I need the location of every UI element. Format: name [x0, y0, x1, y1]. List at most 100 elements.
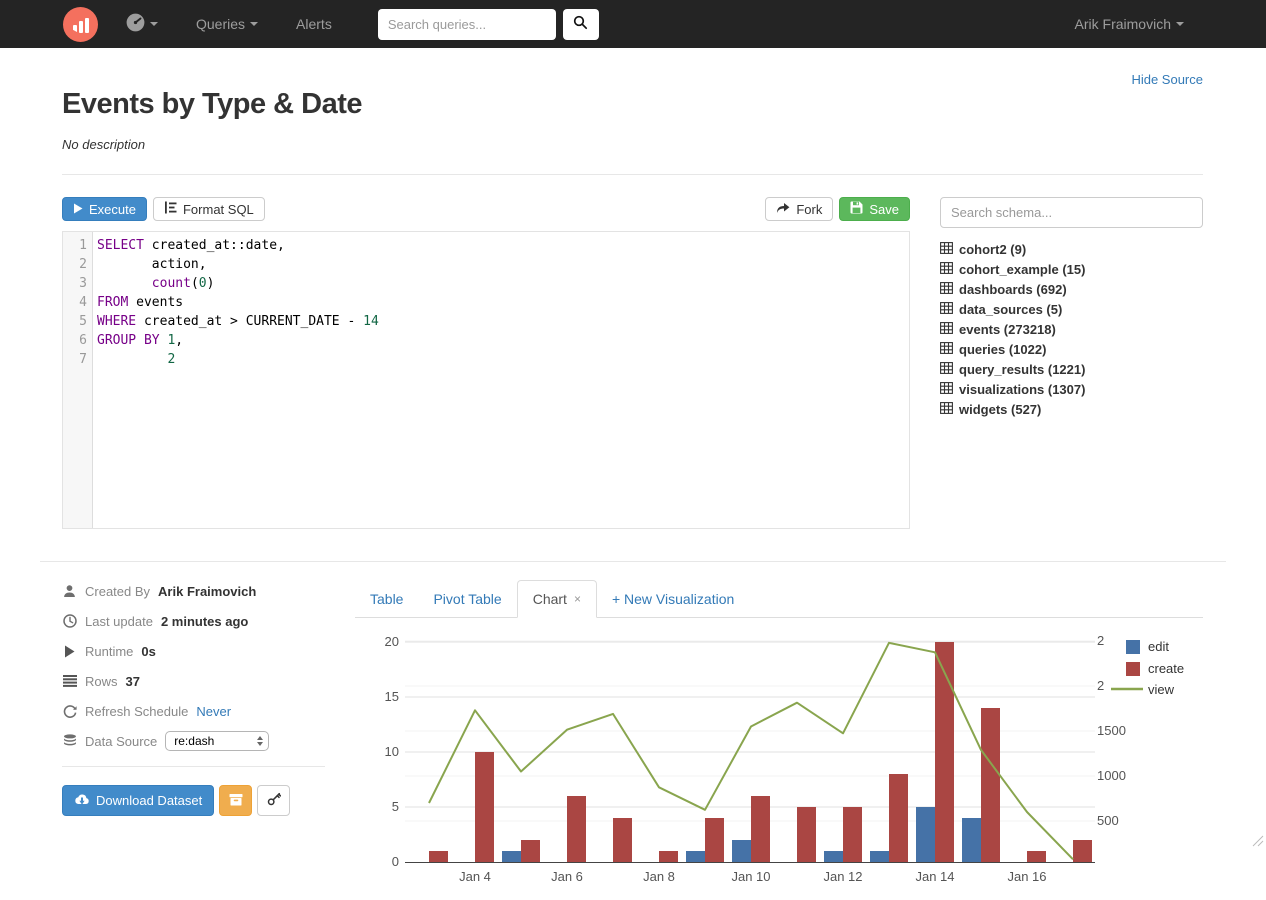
- schema-table-visualizations[interactable]: visualizations (1307): [940, 379, 1203, 399]
- svg-text:edit: edit: [1148, 639, 1169, 654]
- svg-text:Jan 16: Jan 16: [1007, 869, 1046, 884]
- schema-table-cohort2[interactable]: cohort2 (9): [940, 239, 1203, 259]
- format-sql-button[interactable]: Format SQL: [152, 197, 265, 221]
- sql-code[interactable]: SELECT created_at::date, action, count(0…: [97, 238, 379, 367]
- tab-chart[interactable]: Chart ×: [516, 580, 597, 618]
- schema-table-cohort_example[interactable]: cohort_example (15): [940, 259, 1203, 279]
- nav-dashboards-menu[interactable]: [114, 13, 170, 35]
- legend-swatch-edit: [1126, 640, 1140, 654]
- table-grid-icon: [940, 381, 953, 397]
- user-icon: [62, 584, 77, 598]
- play-icon: [73, 202, 83, 217]
- svg-text:500: 500: [1097, 813, 1119, 828]
- tab-table[interactable]: Table: [370, 591, 404, 607]
- svg-text:view: view: [1148, 682, 1175, 697]
- table-grid-icon: [940, 281, 953, 297]
- search-queries-input[interactable]: [377, 8, 556, 40]
- divider: [62, 174, 1203, 175]
- svg-text:2: 2: [1097, 678, 1104, 693]
- table-grid-icon: [940, 301, 953, 317]
- hide-source-link[interactable]: Hide Source: [1131, 72, 1203, 87]
- svg-text:Jan 12: Jan 12: [823, 869, 862, 884]
- nav-alerts-label: Alerts: [296, 16, 332, 32]
- table-grid-icon: [940, 321, 953, 337]
- download-dataset-button[interactable]: Download Dataset: [62, 785, 215, 816]
- table-grid-icon: [940, 361, 953, 377]
- section-divider: [40, 561, 1226, 562]
- svg-text:create: create: [1148, 661, 1184, 676]
- meta-row-data-source: Data Source re:dash: [62, 726, 325, 756]
- schema-table-data_sources[interactable]: data_sources (5): [940, 299, 1203, 319]
- query-description[interactable]: No description: [62, 137, 146, 152]
- schema-table-widgets[interactable]: widgets (527): [940, 399, 1203, 419]
- fork-arrow-icon: [776, 202, 790, 217]
- search-submit-button[interactable]: [562, 8, 599, 40]
- nav-queries-label: Queries: [196, 16, 246, 32]
- svg-text:Jan 10: Jan 10: [731, 869, 770, 884]
- api-key-button[interactable]: [257, 785, 291, 816]
- clock-icon: [62, 614, 77, 628]
- user-name: Arik Fraimovich: [1074, 16, 1171, 32]
- play-icon: [62, 645, 77, 658]
- meta-row-refresh-schedule: Refresh Schedule Never: [62, 696, 325, 726]
- search-schema-input[interactable]: [940, 197, 1203, 228]
- schema-table-dashboards[interactable]: dashboards (692): [940, 279, 1203, 299]
- table-grid-icon: [940, 261, 953, 277]
- editor-toolbar: Execute Format SQL Fork Save: [62, 197, 910, 221]
- svg-text:0: 0: [392, 854, 399, 869]
- svg-text:1000: 1000: [1097, 768, 1126, 783]
- top-navbar: Queries Alerts Arik Fraimovich: [0, 0, 1266, 48]
- fork-button[interactable]: Fork: [765, 197, 834, 221]
- meta-row-last-update: Last update 2 minutes ago: [62, 606, 325, 636]
- chart-resize-handle[interactable]: [1252, 835, 1264, 847]
- legend-swatch-create: [1126, 662, 1140, 676]
- close-icon[interactable]: ×: [573, 592, 581, 606]
- save-button[interactable]: Save: [839, 197, 910, 221]
- nav-alerts[interactable]: Alerts: [284, 16, 344, 32]
- divider: [62, 766, 325, 767]
- rows-icon: [62, 675, 77, 687]
- schema-table-events[interactable]: events (273218): [940, 319, 1203, 339]
- chevron-down-icon: [250, 22, 259, 26]
- chart-canvas: 0 5 10 15 20 Jan 4 Jan 6 Jan 8 Jan 10 Jan 12 Jan 1…: [385, 633, 1266, 884]
- page-title: Events by Type & Date: [62, 88, 363, 120]
- svg-text:Jan 14: Jan 14: [915, 869, 954, 884]
- tab-pivot-table[interactable]: Pivot Table: [433, 591, 502, 607]
- redash-logo-icon: [63, 6, 98, 42]
- svg-text:2: 2: [1097, 633, 1104, 648]
- meta-row-rows: Rows 37: [62, 666, 325, 696]
- chevron-down-icon: [1176, 22, 1184, 26]
- nav-queries-menu[interactable]: Queries: [184, 16, 270, 32]
- tab-new-visualization[interactable]: + New Visualization: [611, 591, 735, 607]
- svg-text:1500: 1500: [1097, 723, 1126, 738]
- redash-logo[interactable]: [63, 6, 98, 42]
- svg-text:5: 5: [392, 799, 399, 814]
- format-indent-icon: [164, 201, 177, 217]
- table-grid-icon: [940, 401, 953, 417]
- save-floppy-icon: [850, 201, 863, 217]
- archive-box-icon: [229, 793, 243, 809]
- schema-table-query_results[interactable]: query_results (1221): [940, 359, 1203, 379]
- svg-text:15: 15: [385, 689, 399, 704]
- cloud-download-icon: [74, 793, 90, 809]
- svg-text:10: 10: [385, 744, 399, 759]
- key-icon: [267, 792, 281, 809]
- search-icon: [573, 15, 588, 33]
- table-grid-icon: [940, 241, 953, 257]
- svg-text:Jan 4: Jan 4: [459, 869, 491, 884]
- archive-query-button[interactable]: [219, 785, 253, 816]
- database-icon: [62, 734, 77, 748]
- svg-text:20: 20: [385, 634, 399, 649]
- execute-button[interactable]: Execute: [62, 197, 147, 221]
- data-source-select[interactable]: re:dash: [165, 731, 270, 751]
- svg-text:Jan 8: Jan 8: [643, 869, 675, 884]
- query-metadata-panel: Created By Arik Fraimovich Last update 2 mi…: [62, 576, 325, 896]
- schema-table-queries[interactable]: queries (1022): [940, 339, 1203, 359]
- table-grid-icon: [940, 341, 953, 357]
- chevron-down-icon: [150, 22, 158, 26]
- refresh-schedule-link[interactable]: Never: [196, 703, 232, 719]
- user-menu[interactable]: Arik Fraimovich: [1063, 16, 1196, 32]
- refresh-icon: [62, 704, 77, 718]
